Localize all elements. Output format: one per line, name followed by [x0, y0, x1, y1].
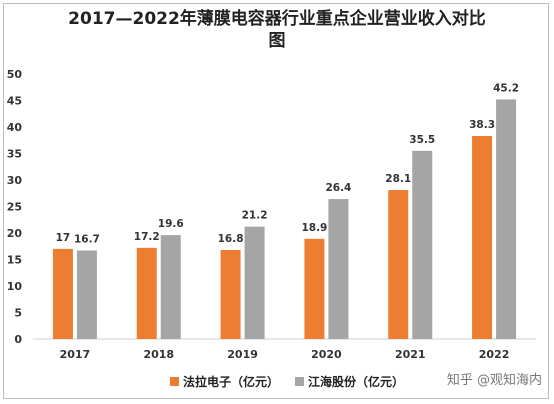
y-tick-label: 20: [7, 227, 23, 240]
x-tick-label: 2021: [395, 348, 426, 361]
legend-swatch-series-1: [170, 377, 179, 386]
y-tick-label: 0: [14, 333, 22, 346]
x-tick-label: 2017: [60, 348, 91, 361]
bar-series-2: [244, 226, 265, 339]
bar-series-1: [388, 190, 409, 339]
y-tick-label: 35: [7, 148, 22, 161]
bar-series-1: [52, 248, 73, 339]
data-label-series-2: 16.7: [74, 233, 100, 245]
legend: 法拉电子（亿元） 江海股份（亿元）: [170, 373, 420, 390]
bar-series-2: [160, 235, 181, 339]
bar-series-1: [304, 238, 325, 339]
data-label-series-1: 17: [56, 232, 71, 244]
y-tick-label: 25: [7, 201, 22, 214]
bar-series-2: [76, 250, 97, 339]
legend-label-series-1: 法拉电子（亿元）: [183, 375, 280, 389]
data-label-series-1: 17.2: [134, 231, 160, 243]
x-tick-label: 2018: [143, 348, 174, 361]
y-tick-label: 45: [7, 95, 22, 108]
data-label-series-2: 26.4: [325, 182, 351, 194]
x-tick-label: 2019: [227, 348, 258, 361]
data-label-series-2: 21.2: [242, 210, 268, 222]
data-label-series-1: 18.9: [301, 222, 327, 234]
bar-series-1: [136, 247, 157, 339]
chart-title: 2017—2022年薄膜电容器行业重点企业营业收入对比 图: [0, 8, 554, 52]
x-tick-label: 2022: [479, 348, 510, 361]
x-tick-label: 2020: [311, 348, 342, 361]
bar-series-2: [496, 99, 517, 339]
y-tick-label: 50: [7, 68, 23, 81]
watermark-text: 知乎 @观知海内: [446, 373, 542, 388]
chart-title-line2: 图: [268, 31, 286, 51]
bar-series-2: [412, 150, 433, 339]
bar-series-1: [472, 136, 493, 339]
bar-series-1: [220, 249, 241, 339]
legend-label-series-2: 江海股份（亿元）: [308, 375, 405, 389]
legend-item-series-1: 法拉电子（亿元）: [170, 373, 279, 390]
y-tick-label: 15: [7, 254, 22, 267]
chart-title-line1: 2017—2022年薄膜电容器行业重点企业营业收入对比: [68, 9, 486, 29]
data-label-series-1: 38.3: [469, 119, 495, 131]
legend-swatch-series-2: [295, 377, 305, 386]
data-label-series-2: 45.2: [493, 82, 519, 94]
data-label-series-1: 16.8: [218, 233, 244, 245]
y-tick-label: 30: [7, 174, 23, 187]
legend-item-series-2: 江海股份（亿元）: [295, 373, 404, 390]
data-label-series-1: 28.1: [385, 173, 411, 185]
bar-series-2: [328, 199, 349, 339]
data-label-series-2: 35.5: [409, 134, 435, 146]
y-tick-label: 40: [7, 121, 23, 134]
y-tick-label: 10: [7, 280, 23, 293]
data-label-series-2: 19.6: [158, 218, 184, 230]
y-tick-label: 5: [14, 307, 22, 320]
